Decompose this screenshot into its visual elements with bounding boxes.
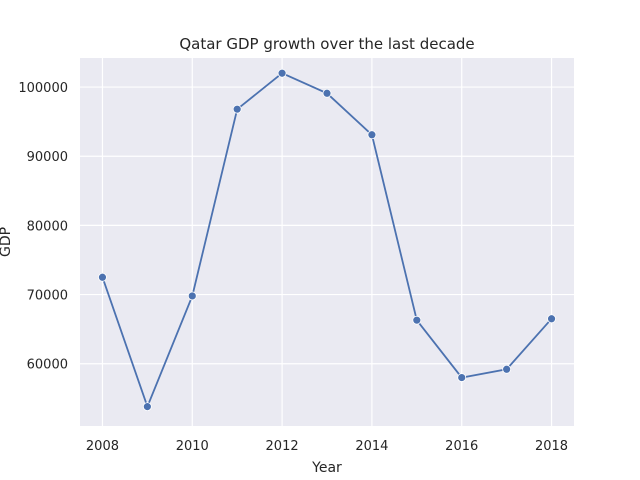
x-tick-label-2: 2012: [266, 439, 299, 454]
plot-background: [80, 58, 574, 426]
y-tick-label-1: 70000: [27, 289, 68, 304]
y-axis-label: GDP: [0, 227, 14, 257]
y-tick-label-3: 90000: [27, 150, 68, 165]
data-point-2010: [187, 291, 197, 301]
data-point-2016: [457, 373, 467, 382]
grid-y: [80, 86, 574, 365]
y-tick-label-2: 80000: [27, 219, 68, 234]
data-point-2009: [142, 402, 152, 412]
grid-x: [101, 58, 553, 426]
x-tick-labels: 2008 2010 2012 2014 2016 2018: [86, 439, 568, 454]
y-tick-labels: 60000 70000 80000 90000 100000: [18, 81, 68, 373]
data-point-2017: [502, 364, 512, 374]
y-tick-label-4: 100000: [18, 81, 68, 96]
data-point-2011: [232, 104, 242, 114]
data-point-2018: [547, 314, 556, 324]
x-tick-label-1: 2010: [176, 439, 209, 454]
x-tick-label-0: 2008: [86, 439, 119, 454]
data-point-2015: [412, 315, 422, 325]
x-tick-label-5: 2018: [535, 439, 568, 454]
data-point-2012: [277, 68, 287, 78]
x-tick-label-3: 2014: [355, 439, 388, 454]
data-point-2014: [367, 130, 377, 140]
x-axis-label: Year: [311, 460, 342, 476]
x-tick-label-4: 2016: [445, 439, 478, 454]
series-markers: [98, 68, 556, 412]
data-point-2013: [322, 88, 332, 98]
data-point-2008: [98, 272, 107, 282]
y-tick-label-0: 60000: [27, 358, 68, 373]
chart-title: Qatar GDP growth over the last decade: [179, 35, 474, 53]
